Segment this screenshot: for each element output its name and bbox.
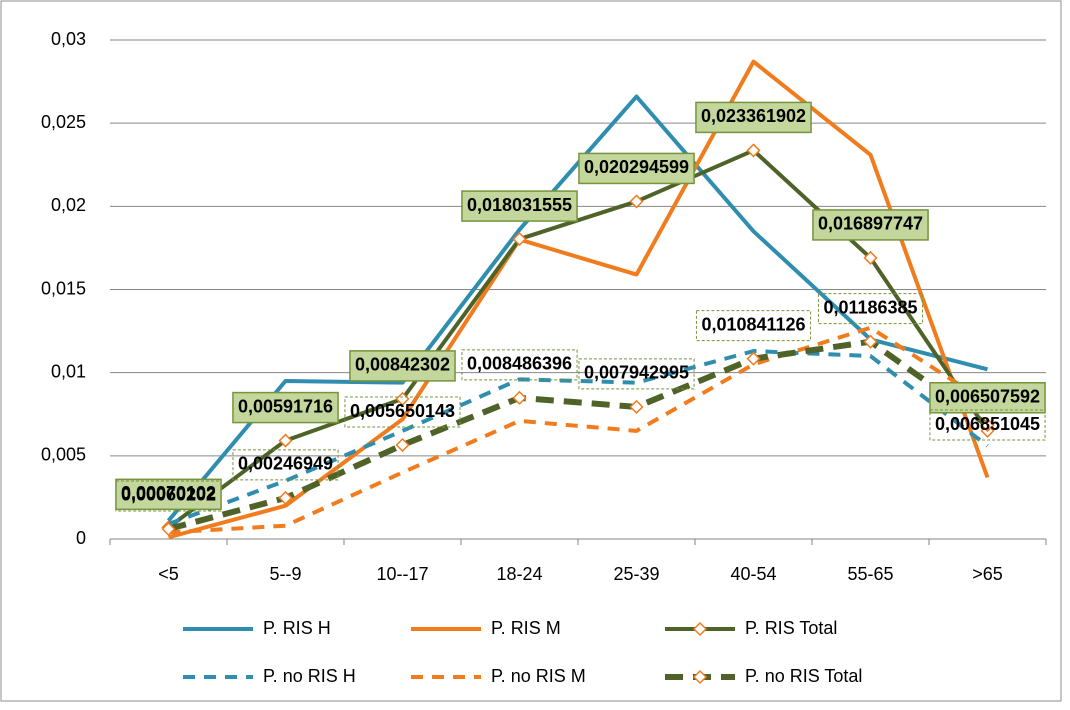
data-label-text: 0,023361902 [701, 106, 806, 126]
data-label: 0,006507592 [929, 382, 1046, 414]
data-label-box [344, 396, 461, 428]
x-tick-label: 5--9 [269, 564, 301, 584]
point-marker [629, 399, 644, 414]
data-label: 0,01186385 [817, 293, 924, 325]
x-tick-label: 55-65 [847, 564, 893, 584]
x-tick-label: 10--17 [376, 564, 428, 584]
data-label-box [695, 310, 812, 342]
data-label-text: 0,00842302 [355, 355, 450, 375]
point-marker [863, 334, 878, 349]
data-label-text: 0,020294599 [584, 157, 689, 177]
point-marker [863, 250, 878, 265]
data-label-text: 0,016897747 [818, 214, 923, 234]
data-label-text: 0,018031555 [467, 195, 572, 215]
data-label: 0,007942995 [578, 358, 695, 390]
data-label-box [461, 349, 578, 381]
point-marker [512, 390, 527, 405]
y-tick-label: 0 [76, 528, 86, 548]
data-label: 0,020294599 [578, 152, 695, 185]
data-label-box [817, 293, 924, 325]
point-marker [278, 490, 293, 505]
legend-label: P. RIS Total [745, 618, 837, 638]
point-marker [161, 521, 176, 537]
x-tick-label: 40-54 [730, 564, 776, 584]
legend-label: P. RIS H [263, 618, 331, 638]
data-label: 0,018031555 [461, 190, 578, 222]
data-label-text: 0,00591716 [238, 396, 333, 416]
data-label-box [232, 391, 339, 424]
point-marker [278, 433, 293, 448]
data-label-text: 0,00070102 [121, 483, 216, 503]
data-label: 0,005650143 [344, 396, 461, 428]
legend-label: P. RIS M [491, 618, 561, 638]
data-label-box [929, 409, 1046, 441]
data-label-box [115, 480, 222, 512]
data-label-box [232, 449, 339, 481]
data-label-text: 0,010841126 [701, 314, 805, 334]
data-label-text: 0,008486396 [467, 354, 572, 374]
data-label-text: 0,006851045 [935, 414, 1040, 434]
legend-label: P. no RIS M [491, 666, 586, 686]
y-tick-label: 0,005 [41, 445, 86, 465]
x-tick-label: >65 [972, 564, 1003, 584]
data-label-box [349, 350, 456, 382]
data-label-text: 0,00060202 [121, 485, 216, 505]
data-label-box [578, 152, 695, 185]
legend-label: P. no RIS Total [745, 666, 862, 686]
x-tick-label: <5 [158, 564, 179, 584]
data-label-box [929, 382, 1046, 414]
data-label-box [578, 358, 695, 390]
series-line [167, 349, 989, 526]
data-label-box [695, 101, 812, 134]
y-tick-label: 0,01 [51, 361, 86, 381]
data-label-text: 0,005650143 [350, 401, 455, 421]
data-label-text: 0,007942995 [584, 363, 689, 383]
point-marker [746, 143, 761, 158]
data-label: 0,00070102 [115, 478, 222, 511]
y-tick-label: 0,03 [51, 29, 86, 49]
y-tick-label: 0,015 [41, 278, 86, 298]
data-label: 0,008486396 [461, 349, 578, 381]
data-label-text: 0,00246949 [238, 454, 333, 474]
data-label: 0,00246949 [232, 449, 339, 481]
point-marker [629, 194, 644, 209]
legend-marker [692, 621, 708, 637]
data-label: 0,016897747 [812, 209, 929, 241]
y-tick-label: 0,025 [41, 112, 86, 132]
data-label: 0,00060202 [115, 480, 222, 512]
data-label-text: 0,01186385 [823, 297, 917, 317]
x-tick-label: 25-39 [613, 564, 659, 584]
legend-label: P. no RIS H [263, 666, 356, 686]
data-label: 0,00591716 [232, 391, 339, 424]
legend-marker [692, 669, 708, 685]
point-marker [395, 437, 410, 453]
point-marker [980, 417, 995, 433]
data-label-text: 0,006507592 [935, 387, 1040, 407]
data-label-box [812, 209, 929, 241]
series-line [166, 94, 988, 522]
data-label-box [461, 190, 578, 222]
data-label: 0,010841126 [695, 310, 812, 342]
y-tick-label: 0,02 [51, 195, 86, 215]
data-label: 0,023361902 [695, 101, 812, 134]
point-marker [746, 351, 761, 366]
data-label: 0,006851045 [929, 409, 1046, 441]
x-tick-label: 18-24 [496, 564, 542, 584]
series-line [167, 338, 990, 532]
data-label: 0,00842302 [349, 350, 456, 382]
point-marker [512, 232, 527, 247]
